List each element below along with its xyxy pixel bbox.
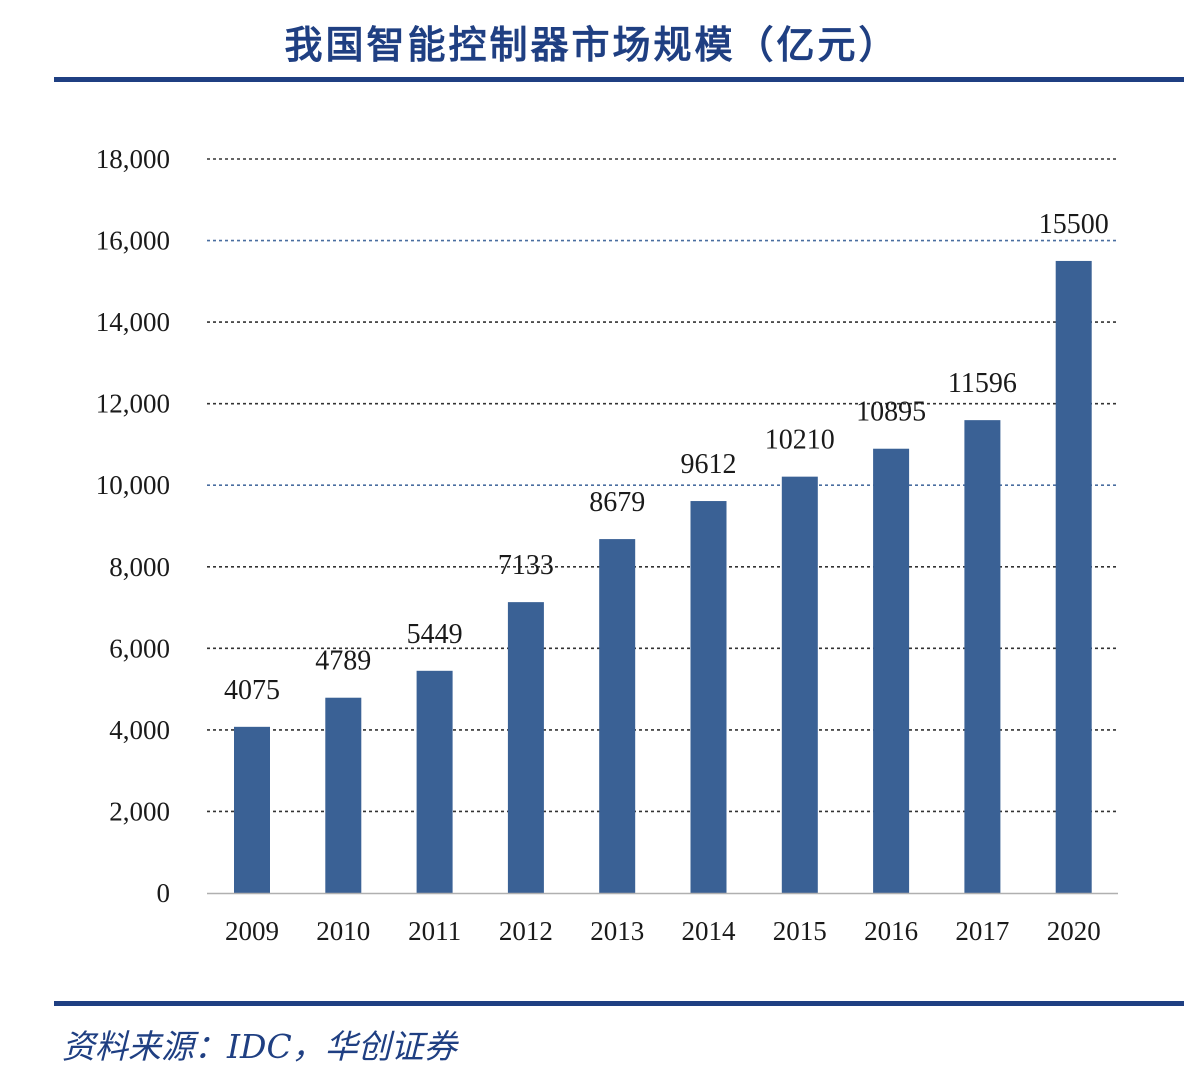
x-tick-label: 2012 bbox=[499, 916, 553, 946]
y-tick-label: 2,000 bbox=[109, 796, 170, 826]
data-label: 10210 bbox=[765, 425, 835, 456]
bar-chart: 0 2,000 4,000 6,000 8,000 10,000 12,000 14,000 1… bbox=[96, 144, 1118, 946]
chart-title: 我国智能控制器市场规模（亿元） bbox=[284, 23, 900, 67]
x-axis-tick-labels: 2009 2010 2011 2012 2013 2014 2015 2016 2017 2020 bbox=[225, 916, 1101, 946]
source-note: 资料来源：IDC，华创证券 bbox=[62, 1027, 457, 1066]
data-label: 8679 bbox=[589, 487, 645, 518]
x-tick-label: 2013 bbox=[590, 916, 644, 946]
x-tick-label: 2016 bbox=[864, 916, 918, 946]
y-tick-label: 14,000 bbox=[96, 307, 170, 337]
data-label: 10895 bbox=[856, 397, 926, 428]
bar-2011 bbox=[416, 670, 453, 893]
data-label: 5449 bbox=[407, 619, 463, 650]
y-tick-label: 8,000 bbox=[109, 552, 170, 582]
footer-rule bbox=[54, 1001, 1184, 1006]
bar-2016 bbox=[873, 448, 910, 893]
y-axis-tick-labels: 0 2,000 4,000 6,000 8,000 10,000 12,000 14,000 1… bbox=[96, 144, 170, 908]
data-label: 15500 bbox=[1039, 209, 1109, 240]
data-label: 4789 bbox=[315, 646, 371, 677]
data-label: 4075 bbox=[224, 675, 280, 706]
title-underline bbox=[54, 77, 1184, 82]
bars bbox=[234, 260, 1092, 893]
x-tick-label: 2009 bbox=[225, 916, 279, 946]
data-label: 7133 bbox=[498, 550, 554, 581]
bar-2020 bbox=[1055, 260, 1092, 893]
bar-2013 bbox=[599, 539, 636, 893]
y-tick-label: 16,000 bbox=[96, 226, 170, 256]
data-labels: 4075 4789 5449 7133 8679 9612 10210 10895 11596 1… bbox=[224, 209, 1109, 706]
x-tick-label: 2020 bbox=[1047, 916, 1101, 946]
x-tick-label: 2011 bbox=[408, 916, 461, 946]
bar-2014 bbox=[690, 501, 727, 893]
x-tick-label: 2017 bbox=[955, 916, 1009, 946]
y-tick-label: 10,000 bbox=[96, 470, 170, 500]
data-label: 11596 bbox=[948, 368, 1017, 399]
x-tick-label: 2010 bbox=[316, 916, 370, 946]
bar-2012 bbox=[507, 602, 544, 893]
y-tick-label: 12,000 bbox=[96, 389, 170, 419]
data-label: 9612 bbox=[681, 449, 737, 480]
bar-2010 bbox=[325, 697, 362, 893]
y-tick-label: 18,000 bbox=[96, 144, 170, 174]
y-tick-label: 6,000 bbox=[109, 633, 170, 663]
x-tick-label: 2015 bbox=[773, 916, 827, 946]
y-tick-label: 4,000 bbox=[109, 715, 170, 745]
bar-2009 bbox=[234, 726, 270, 893]
bar-2017 bbox=[964, 420, 1001, 893]
x-tick-label: 2014 bbox=[682, 916, 737, 946]
y-tick-label: 0 bbox=[157, 878, 171, 908]
bar-2015 bbox=[781, 476, 818, 893]
